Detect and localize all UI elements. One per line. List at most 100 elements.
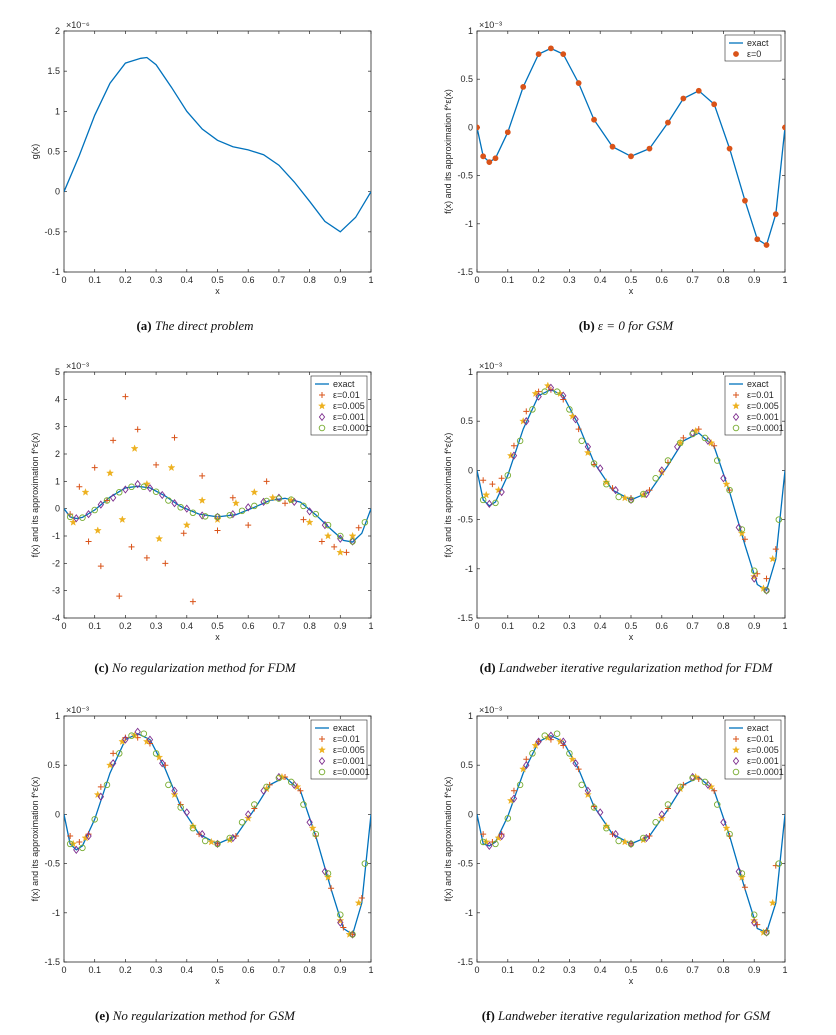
plot-area [476, 30, 786, 273]
star-marker [531, 389, 540, 398]
star-marker [318, 401, 326, 410]
y-tick-label: -1.5 [457, 957, 473, 967]
legend-label: ε=0.0001 [333, 423, 370, 433]
y-tick-label: -1 [52, 908, 60, 918]
circle-marker [116, 489, 123, 496]
circle-marker [578, 781, 585, 789]
caption-letter: (f) [482, 1008, 498, 1023]
star-marker [305, 518, 314, 526]
y-tick-label: 4 [55, 394, 60, 404]
plus-marker [711, 442, 718, 449]
circle-marker [763, 929, 770, 936]
caption-d: (d) Landweber iterative regularization m… [480, 660, 774, 675]
plot-area [63, 30, 372, 273]
panel-b: 0 0.1 0.2 0.3 0.4 0.5 0.6 0.7 0.8 0.9 1 -1.5 -1 -0.5 0… [443, 20, 788, 296]
star-marker [750, 916, 759, 925]
circle-marker [275, 495, 283, 502]
exact-line [64, 56, 371, 233]
legend-label: ε=0.001 [747, 412, 779, 422]
x-tick-label: 0.6 [656, 621, 669, 631]
circle-marker [738, 526, 746, 533]
x-axis-label: x [215, 976, 220, 986]
circle-marker [652, 475, 659, 482]
star-marker [722, 480, 731, 488]
star-marker [722, 824, 731, 832]
x-tick-label: 0.8 [303, 275, 316, 285]
star-marker [336, 548, 345, 556]
plus-marker [263, 478, 270, 485]
data-point [726, 145, 733, 152]
diamond-marker [73, 514, 80, 523]
x-tick-label: 1 [782, 965, 787, 975]
diamond-marker [171, 786, 178, 795]
x-tick-label: 0.4 [594, 621, 607, 631]
star-marker [118, 515, 127, 523]
star-marker [182, 520, 191, 529]
x-tick-label: 0.1 [88, 275, 101, 285]
star-marker [354, 898, 363, 907]
data-point [575, 80, 582, 86]
circle-marker [337, 911, 344, 919]
x-tick-label: 1 [782, 275, 787, 285]
y-tick-label: -1 [465, 564, 473, 574]
circle-marker [664, 457, 672, 464]
data-point [480, 153, 487, 160]
plus-marker [251, 805, 258, 812]
data-point [535, 51, 542, 58]
y-tick-label: -0.5 [44, 227, 60, 237]
x-tick-label: 0.5 [625, 621, 638, 631]
circle-marker [578, 437, 585, 445]
circle-marker [529, 406, 536, 413]
star-marker [543, 733, 552, 742]
circle-marker [214, 840, 221, 848]
circle-marker [701, 434, 709, 442]
star-marker [207, 837, 216, 846]
circle-marker [652, 819, 659, 826]
circle-marker [79, 514, 86, 521]
x-axis-label: x [215, 286, 220, 296]
x-tick-label: 0.4 [594, 965, 607, 975]
y-tick-label: -1 [465, 908, 473, 918]
diamond-marker [643, 833, 650, 843]
plus-marker [76, 483, 83, 490]
diamond-marker [321, 520, 329, 530]
data-point [477, 124, 480, 131]
diamond-marker [85, 831, 92, 841]
y-tick-label: -0.5 [457, 171, 473, 181]
circle-marker [553, 388, 561, 395]
diamond-marker [134, 727, 141, 736]
plus-marker [726, 487, 733, 494]
x-tick-label: 0.6 [656, 275, 669, 285]
diamond-marker [85, 509, 92, 519]
diamond-marker [643, 489, 650, 499]
plus-marker [297, 787, 304, 794]
plus-marker [128, 543, 135, 550]
star-marker [198, 496, 207, 504]
diamond-marker [146, 484, 154, 493]
circle-marker [140, 483, 148, 491]
legend-label: exact [333, 379, 355, 389]
legend-label: ε=0.01 [747, 390, 774, 400]
y-tick-label: 1 [55, 476, 60, 486]
circle-marker [775, 860, 783, 867]
x-axis-label: x [215, 632, 220, 642]
x-axis-label: x [629, 976, 634, 986]
plus-marker [358, 895, 365, 902]
x-tick-label: 0.7 [686, 621, 699, 631]
y-axis-label: f(x) and its approximation f^ε(x) [30, 433, 40, 558]
circle-marker [226, 511, 234, 519]
diamond-marker [159, 759, 166, 768]
y-exponent-label: ×10⁻³ [479, 20, 502, 30]
y-exponent-label: ×10⁻³ [479, 705, 502, 715]
plus-marker [134, 426, 141, 433]
legend-label: ε=0.0001 [747, 423, 784, 433]
star-marker [519, 417, 528, 425]
circle-marker [140, 730, 148, 737]
x-tick-label: 0.7 [686, 275, 699, 285]
diamond-marker [486, 841, 493, 851]
diamond-marker [612, 829, 619, 839]
diamond-marker [146, 735, 154, 744]
plus-marker [189, 598, 196, 605]
circle-marker [189, 509, 197, 517]
